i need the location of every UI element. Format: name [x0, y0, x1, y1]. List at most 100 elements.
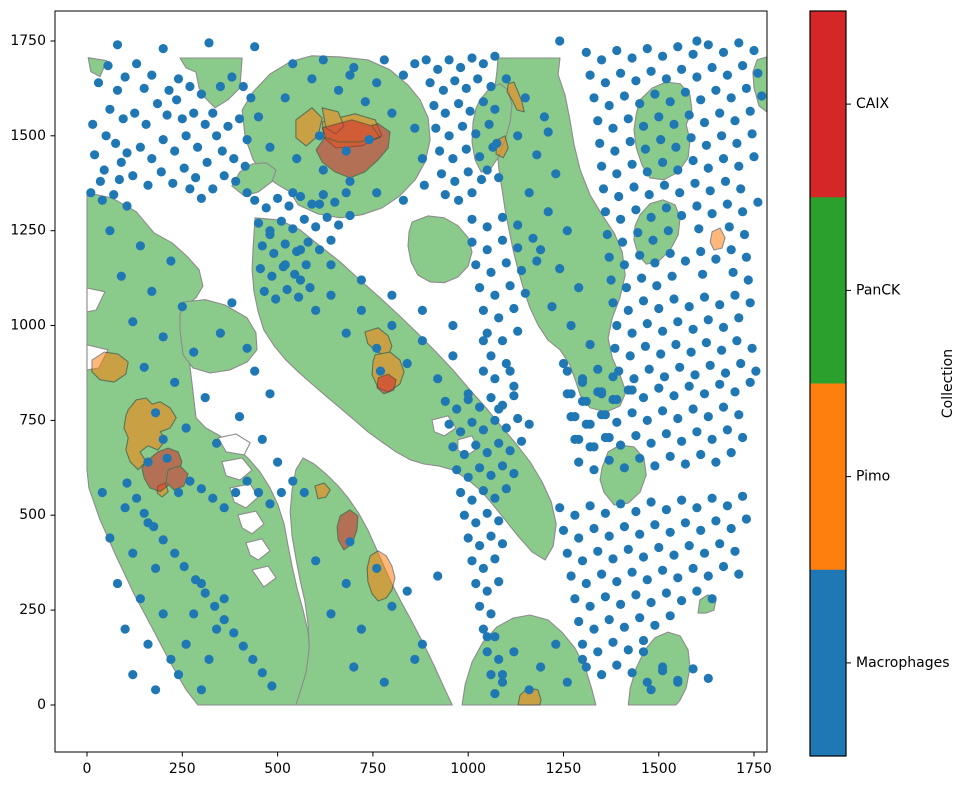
- scatter-point: [690, 370, 700, 380]
- caix-polygon: [376, 373, 397, 395]
- scatter-point: [356, 275, 366, 285]
- scatter-point: [593, 116, 603, 126]
- scatter-point: [749, 152, 759, 162]
- scatter-point: [139, 508, 149, 518]
- scatter-point: [173, 670, 184, 680]
- scatter-point: [558, 525, 569, 536]
- scatter-point: [585, 601, 595, 611]
- scatter-point: [196, 89, 206, 99]
- scatter-point: [646, 212, 656, 222]
- scatter-point: [360, 97, 370, 107]
- scatter-point: [667, 271, 677, 281]
- scatter-point: [718, 561, 729, 572]
- scatter-point: [475, 402, 485, 412]
- scatter-point: [513, 131, 523, 141]
- scatter-point: [170, 146, 180, 156]
- scatter-point: [619, 522, 630, 532]
- scatter-point: [494, 516, 504, 526]
- scatter-point: [513, 326, 523, 336]
- scatter-point: [135, 594, 145, 604]
- scatter-point: [623, 544, 633, 555]
- scatter-point: [242, 343, 252, 353]
- scatter-point: [692, 36, 702, 46]
- scatter-point: [191, 173, 201, 183]
- scatter-point: [229, 628, 239, 638]
- scatter-point: [440, 108, 450, 118]
- scatter-point: [658, 565, 668, 575]
- scatter-point: [444, 131, 454, 141]
- scatter-point: [173, 74, 184, 84]
- scatter-point: [109, 190, 119, 200]
- scatter-point: [671, 339, 681, 350]
- scatter-point: [482, 647, 492, 657]
- scatter-point: [688, 404, 698, 414]
- scatter-point: [616, 440, 626, 450]
- scatter-point: [677, 210, 687, 221]
- scatter-point: [597, 55, 607, 65]
- scatter-point: [516, 436, 527, 446]
- y-tick-label: 0: [37, 697, 46, 713]
- scatter-point: [478, 366, 488, 376]
- scatter-point: [417, 154, 427, 164]
- scatter-point: [509, 391, 519, 401]
- scatter-point: [730, 387, 740, 397]
- scatter-point: [467, 495, 477, 505]
- scatter-point: [177, 114, 187, 124]
- scatter-point: [524, 685, 534, 695]
- scatter-point: [111, 138, 121, 148]
- scatter-point: [581, 662, 591, 672]
- scatter-point: [475, 601, 485, 611]
- scatter-point: [467, 417, 477, 427]
- scatter-point: [593, 647, 603, 657]
- scatter-point: [505, 366, 515, 376]
- scatter-point: [486, 531, 496, 541]
- scatter-point: [364, 135, 374, 145]
- scatter-point: [128, 548, 138, 558]
- scatter-point: [718, 47, 729, 58]
- scatter-point: [227, 72, 237, 82]
- scatter-point: [490, 554, 500, 564]
- scatter-point: [555, 503, 565, 513]
- scatter-point: [238, 81, 248, 92]
- scatter-point: [151, 685, 161, 695]
- scatter-point: [734, 38, 744, 48]
- scatter-point: [421, 55, 431, 65]
- scatter-point: [482, 508, 492, 518]
- scatter-point: [215, 328, 225, 338]
- scatter-point: [179, 561, 189, 572]
- scatter-point: [482, 586, 492, 596]
- colorbar-segment-panck: [810, 197, 846, 384]
- scatter-point: [642, 167, 652, 177]
- scatter-point: [494, 404, 504, 414]
- scatter-point: [204, 654, 214, 665]
- scatter-point: [101, 131, 111, 141]
- scatter-point: [635, 99, 645, 109]
- scatter-point: [536, 245, 546, 255]
- panck-polygon: [179, 57, 243, 109]
- scatter-point: [307, 74, 317, 84]
- scatter-point: [577, 654, 588, 665]
- scatter-point: [311, 305, 321, 315]
- scatter-point: [478, 486, 488, 496]
- scatter-point: [177, 302, 187, 312]
- scatter-point: [280, 260, 290, 270]
- scatter-point: [673, 573, 683, 583]
- scatter-point: [265, 142, 275, 152]
- scatter-point: [497, 461, 508, 471]
- scatter-point: [505, 446, 515, 456]
- scatter-point: [484, 119, 494, 129]
- scatter-point: [242, 135, 252, 145]
- scatter-point: [105, 226, 115, 236]
- scatter-point: [387, 601, 397, 611]
- scatter-point: [267, 681, 277, 691]
- scatter-point: [747, 129, 757, 139]
- scatter-point: [644, 364, 654, 374]
- scatter-point: [616, 599, 626, 610]
- scatter-point: [471, 440, 481, 450]
- scatter-point: [114, 174, 124, 185]
- scatter-point: [699, 292, 710, 302]
- scatter-point: [696, 246, 706, 257]
- scatter-point: [288, 188, 298, 198]
- scatter-point: [97, 487, 107, 498]
- scatter-point: [318, 165, 328, 175]
